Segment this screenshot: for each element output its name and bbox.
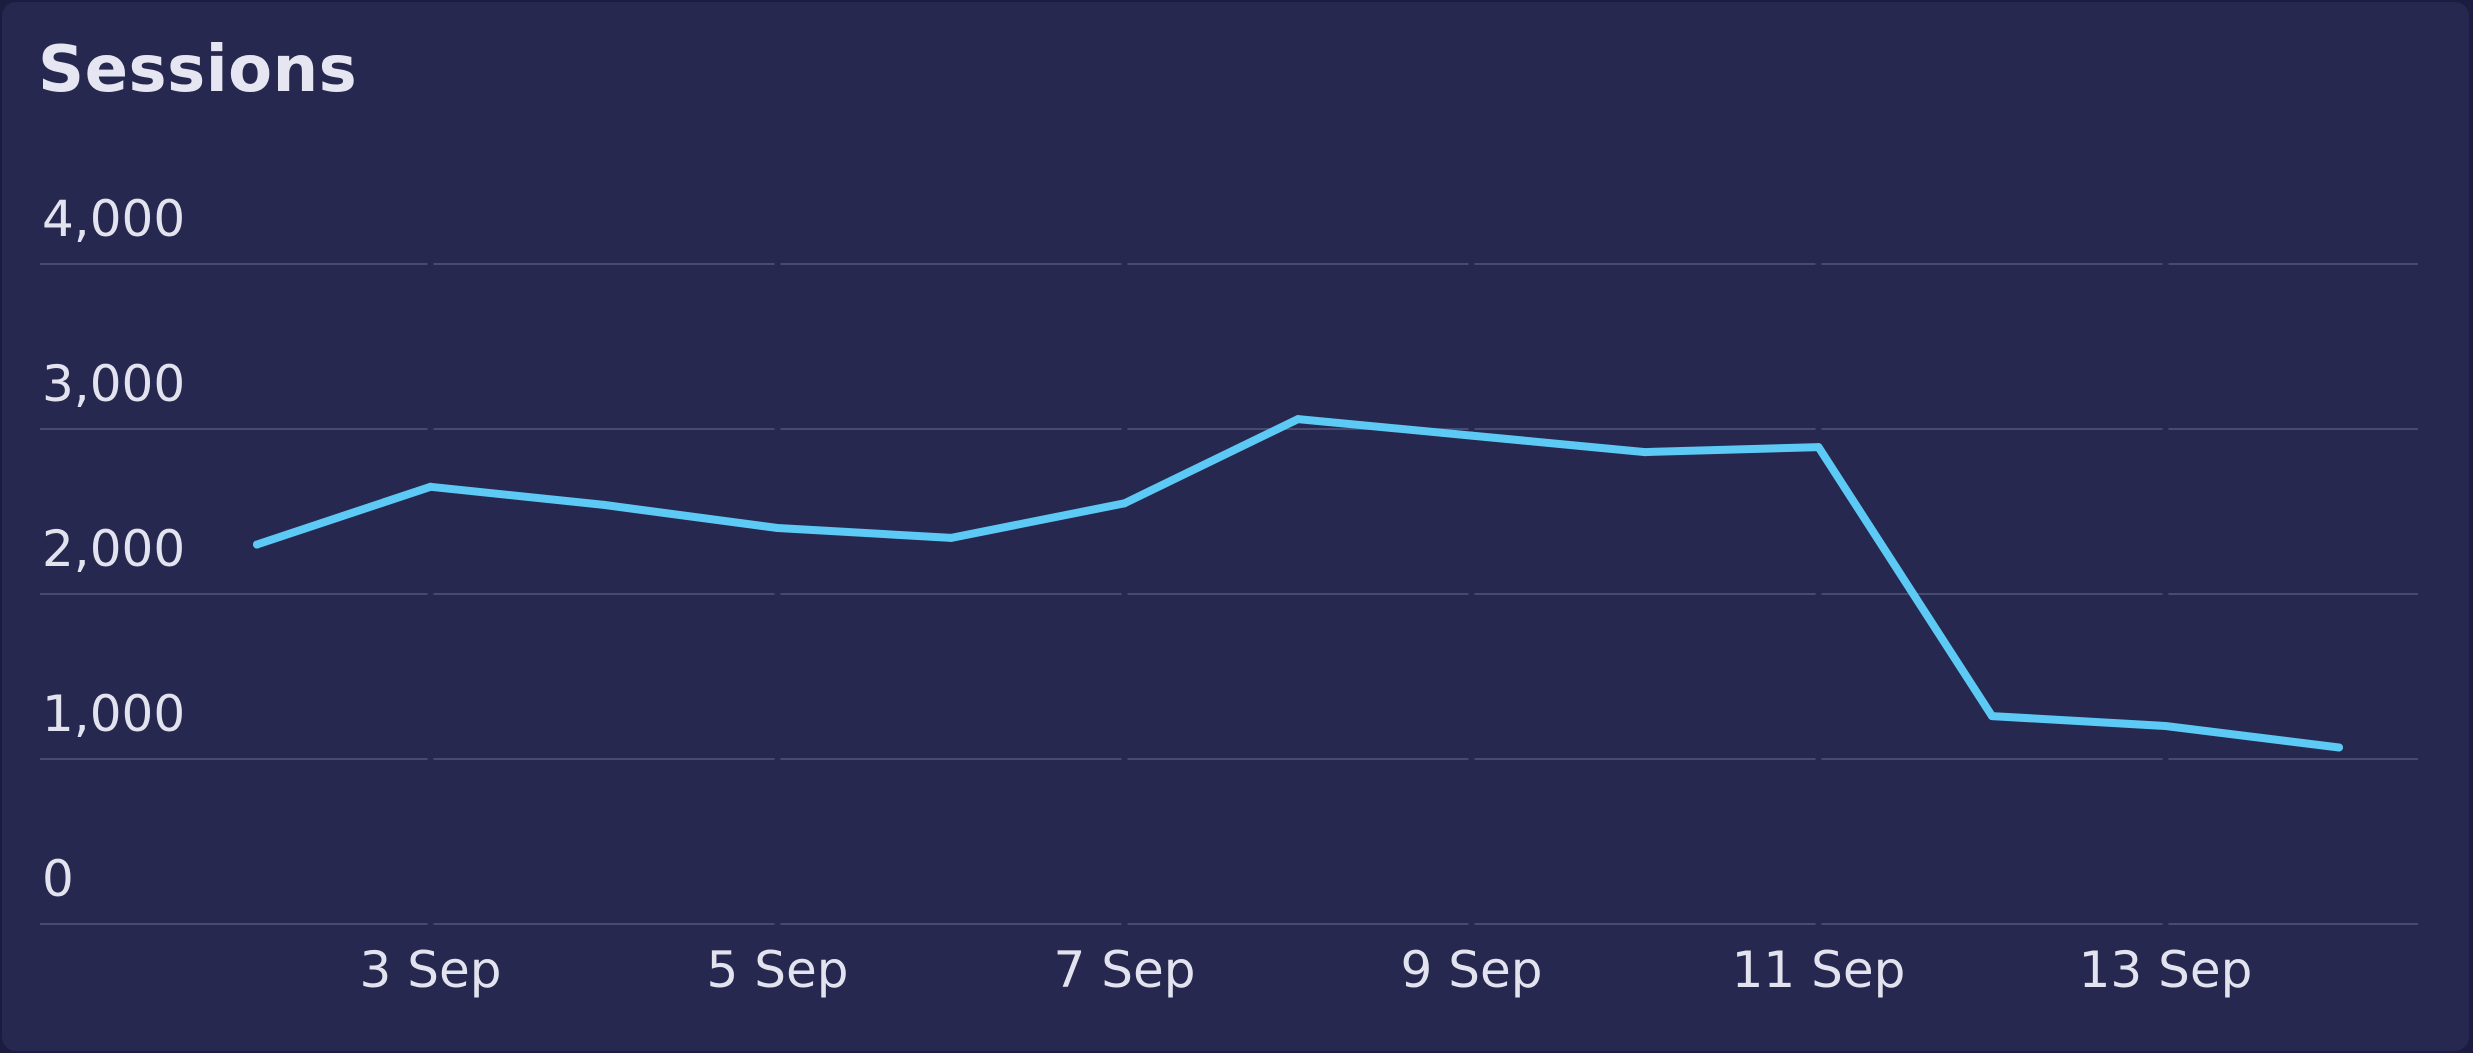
x-axis-ticks: 3 Sep 5 Sep 7 Sep 9 Sep 11 Sep 13 Sep [360, 941, 2253, 999]
y-tick-label: 2,000 [42, 520, 185, 578]
x-tick-label: 13 Sep [2079, 941, 2253, 999]
sessions-data-point [1467, 431, 1476, 440]
x-tick-label: 5 Sep [707, 941, 849, 999]
chart-title: Sessions [38, 33, 358, 107]
sessions-data-point [253, 540, 261, 549]
sessions-data-point [1641, 448, 1649, 457]
y-tick-label: 0 [42, 850, 74, 908]
x-tick-label: 9 Sep [1401, 941, 1543, 999]
y-tick-label: 4,000 [42, 190, 185, 248]
grid-layer [40, 262, 2418, 926]
sessions-data-point [1120, 499, 1129, 508]
sessions-data-point [426, 482, 435, 491]
sessions-data-point [2161, 722, 2170, 730]
sessions-data-point [1988, 712, 1996, 721]
y-axis-ticks: 0 1,000 2,000 3,000 4,000 [42, 190, 185, 908]
y-tick-label: 3,000 [42, 355, 185, 413]
sessions-data-point [600, 500, 608, 509]
sessions-data-point [2335, 743, 2343, 752]
x-tick-label: 11 Sep [1732, 941, 1906, 999]
sessions-data-point [773, 524, 782, 532]
sessions-series-line [253, 415, 2343, 752]
x-tick-label: 7 Sep [1054, 941, 1196, 999]
series-layer [253, 415, 2343, 752]
sessions-data-point [1814, 443, 1823, 452]
sessions-data-point [1294, 415, 1302, 424]
x-tick-label: 3 Sep [360, 941, 502, 999]
sessions-data-point [947, 533, 955, 542]
y-tick-label: 1,000 [42, 685, 185, 743]
